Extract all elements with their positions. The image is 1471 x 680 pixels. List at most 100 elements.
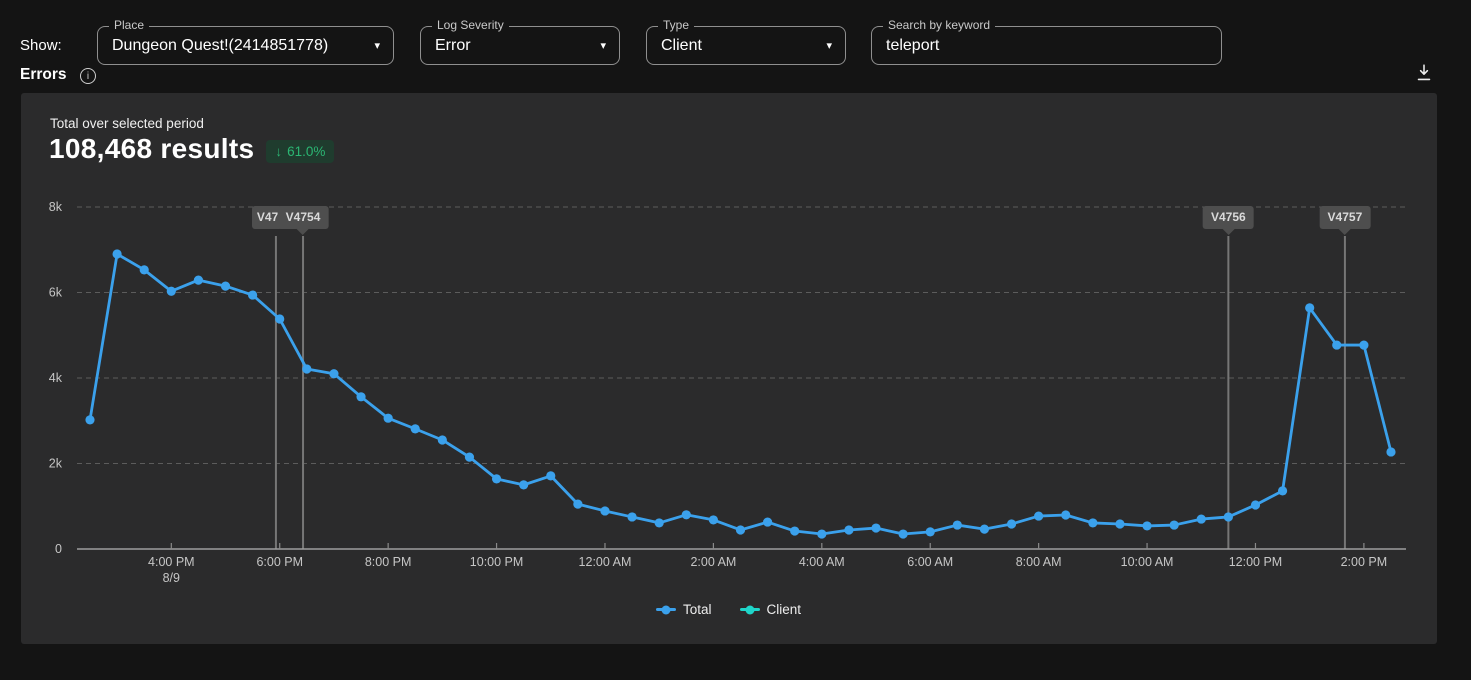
data-point[interactable] (166, 286, 176, 296)
axis-tick-label: 2:00 AM (690, 555, 736, 569)
legend-item-client[interactable]: Client (739, 602, 802, 617)
errors-chart-panel: Total over selected period 108,468 resul… (21, 93, 1437, 644)
data-point[interactable] (735, 525, 746, 535)
data-point[interactable] (817, 529, 827, 539)
data-point[interactable] (844, 525, 854, 535)
keyword-search-input[interactable] (872, 27, 1221, 64)
data-point[interactable] (654, 518, 664, 528)
legend-label: Total (682, 602, 712, 617)
axis-tick-label: 8:00 AM (1016, 555, 1062, 569)
data-point[interactable] (952, 520, 962, 530)
data-point[interactable] (1196, 514, 1206, 524)
data-point[interactable] (790, 526, 800, 536)
data-point[interactable] (681, 510, 691, 520)
data-point[interactable] (464, 452, 475, 462)
data-point[interactable] (1034, 511, 1044, 521)
place-select-label: Place (109, 18, 150, 32)
legend-label: Client (766, 602, 802, 617)
total-results-count: 108,468 results (49, 133, 255, 164)
axis-tick-label: 12:00 PM (1229, 555, 1283, 569)
errors-section-title: Errors (20, 66, 67, 83)
change-percentage: 61.0% (287, 143, 326, 159)
version-marker-tag[interactable]: V4757 (1319, 206, 1371, 229)
place-select-value: Dungeon Quest!(2414851778) (112, 36, 329, 54)
data-point[interactable] (1250, 500, 1261, 510)
download-arrow-glyph (1417, 64, 1431, 81)
axis-tick-label: 4:00 PM (148, 555, 195, 569)
data-point[interactable] (302, 364, 312, 374)
data-point[interactable] (275, 314, 285, 324)
show-label: Show: (20, 37, 62, 54)
legend-marker-icon (739, 605, 760, 614)
data-point[interactable] (1142, 521, 1152, 531)
keyword-search-field: Search by keyword (871, 18, 1222, 65)
axis-tick-label: 8/9 (163, 571, 180, 585)
axis-tick-label: 8k (49, 200, 63, 214)
data-point[interactable] (193, 275, 204, 285)
data-point[interactable] (1061, 510, 1071, 520)
data-point[interactable] (1359, 340, 1369, 350)
data-point[interactable] (1115, 519, 1125, 529)
chart-legend: Total Client (21, 602, 1436, 617)
version-marker-tag[interactable]: V4756 (1203, 206, 1254, 229)
chevron-down-icon: ▾ (826, 39, 832, 52)
axis-tick-label: 6k (49, 286, 63, 300)
data-point[interactable] (898, 529, 908, 539)
data-point[interactable] (1277, 486, 1288, 496)
download-icon[interactable] (1413, 62, 1435, 84)
chevron-down-icon: ▾ (600, 39, 606, 52)
data-point[interactable] (546, 471, 556, 481)
axis-tick-label: 2k (49, 457, 63, 471)
data-point[interactable] (410, 424, 420, 434)
data-point[interactable] (573, 499, 583, 509)
arrow-down-icon (275, 144, 282, 159)
data-point[interactable] (763, 517, 773, 527)
data-point[interactable] (248, 290, 258, 300)
data-point[interactable] (1088, 518, 1098, 528)
data-point[interactable] (1332, 340, 1342, 350)
data-point[interactable] (925, 527, 935, 537)
axis-tick-label: 4k (49, 371, 63, 385)
total-series-line (88, 252, 1393, 536)
data-point[interactable] (1169, 520, 1179, 530)
data-point[interactable] (1006, 519, 1017, 529)
version-marker-tag[interactable]: V4754 (277, 206, 329, 229)
chevron-down-icon: ▾ (374, 39, 380, 52)
data-point[interactable] (600, 506, 610, 516)
data-point[interactable] (491, 474, 502, 484)
errors-chart[interactable]: 0 2k 4k 6k 8k 4:00 PM 8/9 6:00 PM 8:00 PM 10:00 P… (21, 190, 1436, 590)
axis-tick-label: 6:00 AM (907, 555, 953, 569)
log-severity-select[interactable]: Log Severity Error ▾ (420, 18, 620, 65)
axis-tick-label: 10:00 PM (470, 555, 524, 569)
legend-marker-icon (655, 605, 676, 614)
data-point[interactable] (383, 413, 393, 423)
data-point[interactable] (220, 281, 231, 291)
data-point[interactable] (356, 392, 366, 402)
data-point[interactable] (139, 265, 149, 275)
place-select[interactable]: Place Dungeon Quest!(2414851778) ▾ (97, 18, 394, 65)
data-point[interactable] (519, 480, 529, 490)
log-severity-select-label: Log Severity (432, 18, 509, 32)
chart-canvas[interactable]: 0 2k 4k 6k 8k 4:00 PM 8/9 6:00 PM 8:00 PM 10:00 P… (21, 190, 1436, 590)
data-point[interactable] (1305, 303, 1315, 313)
data-point[interactable] (1223, 512, 1233, 522)
data-point[interactable] (1386, 447, 1396, 457)
data-point[interactable] (437, 435, 447, 445)
legend-item-total[interactable]: Total (655, 602, 712, 617)
axis-tick-label: 10:00 AM (1121, 555, 1174, 569)
data-point[interactable] (708, 515, 718, 525)
type-select[interactable]: Type Client ▾ (646, 18, 846, 65)
data-point[interactable] (85, 415, 95, 425)
summary-subtitle: Total over selected period (50, 116, 204, 131)
data-point[interactable] (112, 249, 122, 259)
data-point[interactable] (627, 512, 637, 522)
version-marker-tag[interactable]: V47 (251, 206, 282, 229)
axis-tick-label: 8:00 PM (365, 555, 412, 569)
info-icon[interactable] (80, 68, 96, 84)
data-point[interactable] (871, 523, 881, 533)
data-point[interactable] (329, 369, 339, 379)
axis-tick-label: 2:00 PM (1341, 555, 1388, 569)
axis-tick-label: 12:00 AM (579, 555, 632, 569)
data-point[interactable] (979, 524, 990, 534)
